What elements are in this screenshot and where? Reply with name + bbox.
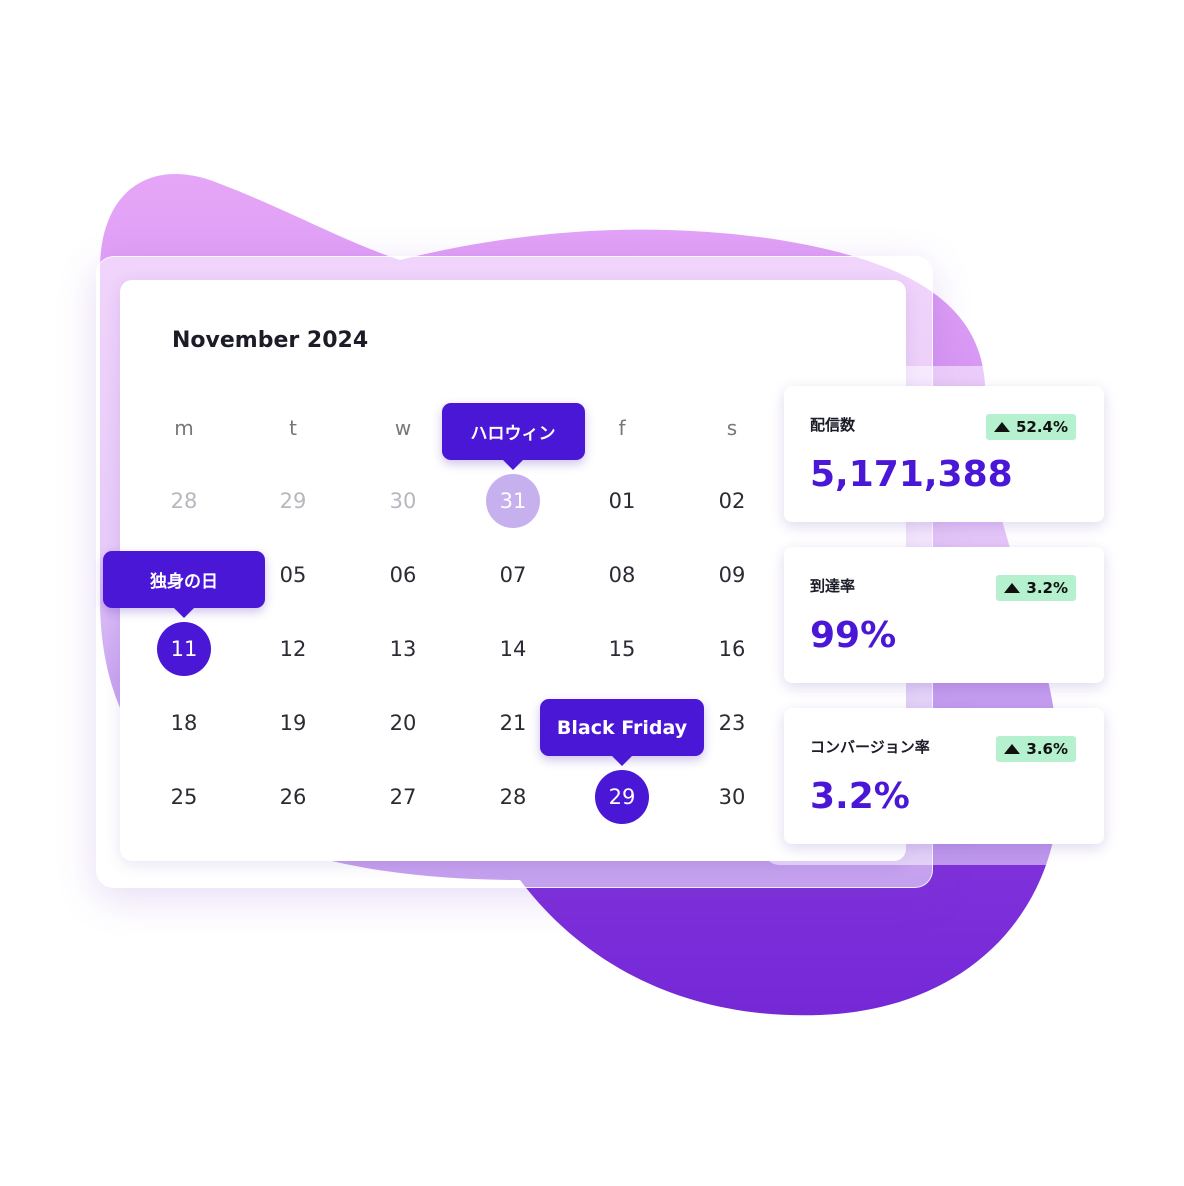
stat-value: 99% — [810, 615, 897, 656]
tooltip-arrow — [174, 608, 194, 618]
day-highlight — [595, 770, 649, 824]
weekday: w — [394, 416, 412, 440]
event-tooltip: Black Friday — [540, 699, 704, 756]
day: 18 — [170, 711, 198, 735]
day: 31 — [499, 489, 527, 513]
change-value: 52.4% — [1015, 418, 1068, 436]
day: 09 — [718, 563, 746, 587]
day: 07 — [499, 563, 527, 587]
day: 28 — [170, 489, 198, 513]
day: 23 — [718, 711, 746, 735]
day: 14 — [499, 637, 527, 661]
day: 30 — [389, 489, 417, 513]
day: 25 — [170, 785, 198, 809]
stat-label: 到達率 — [810, 577, 856, 595]
day: 29 — [608, 785, 636, 809]
stat-value: 5,171,388 — [810, 454, 1013, 495]
stat-label: コンバージョン率 — [810, 738, 930, 756]
day: 12 — [279, 637, 307, 661]
day: 02 — [718, 489, 746, 513]
stat-value: 3.2% — [810, 776, 910, 817]
stat-card: 配信数 52.4% 5,171,388 — [784, 386, 1104, 522]
weekday: m — [174, 416, 194, 440]
stat-card: 到達率 3.2% 99% — [784, 547, 1104, 683]
weekday: s — [726, 416, 738, 440]
day: 20 — [389, 711, 417, 735]
day: 16 — [718, 637, 746, 661]
event-tooltip: ハロウィン — [441, 403, 585, 460]
day: 30 — [718, 785, 746, 809]
day: 01 — [608, 489, 636, 513]
up-arrow — [993, 422, 1010, 432]
change-value: 3.6% — [1026, 740, 1068, 758]
day: 05 — [279, 563, 307, 587]
day-highlight — [486, 474, 540, 528]
tooltip-arrow — [612, 756, 632, 766]
day: 27 — [389, 785, 417, 809]
day: 11 — [170, 637, 198, 661]
weekday: f — [618, 416, 626, 440]
calendar-title: November 2024 — [172, 328, 369, 353]
change-badge: 3.6% — [996, 736, 1076, 762]
weekday: t — [289, 416, 297, 440]
day: 19 — [279, 711, 307, 735]
day: 21 — [499, 711, 527, 735]
day-highlight — [157, 622, 211, 676]
change-value: 3.2% — [1026, 579, 1068, 597]
day: 13 — [389, 637, 417, 661]
day: 26 — [279, 785, 307, 809]
change-badge: 3.2% — [996, 575, 1076, 601]
tooltip-arrow — [503, 460, 523, 470]
up-arrow — [1004, 583, 1021, 593]
day: 08 — [608, 563, 636, 587]
stat-card: コンバージョン率 3.6% 3.2% — [784, 708, 1104, 844]
event-tooltip: 独身の日 — [103, 551, 265, 608]
stat-label: 配信数 — [810, 416, 856, 434]
change-badge: 52.4% — [985, 414, 1076, 440]
up-arrow — [1004, 744, 1021, 754]
day: 29 — [279, 489, 307, 513]
day: 06 — [389, 563, 417, 587]
day: 28 — [499, 785, 527, 809]
day: 15 — [608, 637, 636, 661]
